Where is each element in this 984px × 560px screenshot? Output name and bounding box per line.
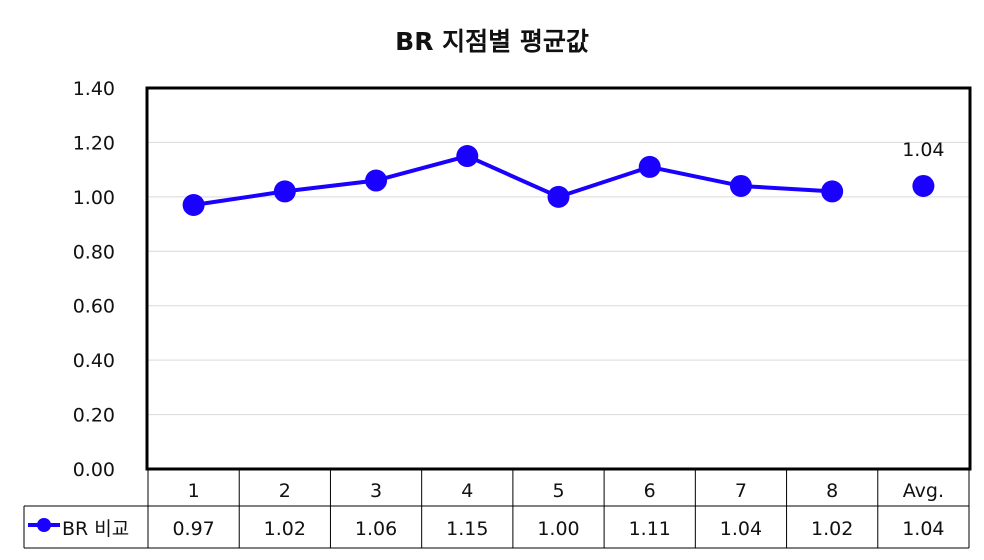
table-value: 1.02	[811, 518, 853, 540]
series-line-group	[193, 154, 833, 207]
y-tick-label: 0.20	[73, 405, 115, 427]
data-point-8	[821, 180, 844, 203]
legend-label: BR 비교	[62, 518, 129, 540]
x-tick-label: 8	[826, 480, 838, 502]
series-line	[193, 154, 833, 207]
y-tick-label: 0.80	[73, 241, 115, 263]
table-value: 1.15	[446, 518, 488, 540]
table-value: 1.04	[902, 518, 944, 540]
y-tick-label: 1.40	[73, 78, 115, 100]
x-tick-label: 5	[552, 480, 564, 502]
data-point-1	[182, 194, 205, 217]
table-value: 1.11	[629, 518, 671, 540]
data-point-Avg.	[912, 174, 935, 197]
table-value: 1.00	[537, 518, 579, 540]
y-axis: 0.00 0.20 0.40 0.60 0.80 1.00 1.20 1.40	[73, 78, 115, 481]
y-tick-label: 0.60	[73, 296, 115, 318]
data-point-7	[729, 174, 752, 197]
y-tick-label: 0.40	[73, 350, 115, 372]
y-tick-label: 0.00	[73, 459, 115, 481]
data-point-3	[365, 169, 388, 192]
table-value: 0.97	[172, 518, 214, 540]
data-point-6	[638, 155, 661, 178]
y-tick-label: 1.20	[73, 132, 115, 154]
data-point-4	[456, 145, 479, 168]
data-point-5	[547, 185, 570, 208]
plot-area-frame	[145, 86, 972, 471]
legend-marker	[37, 518, 51, 532]
x-tick-label: Avg.	[903, 480, 944, 502]
x-tick-label: 4	[461, 480, 473, 502]
y-tick-label: 1.00	[73, 187, 115, 209]
chart-title: BR 지점별 평균값	[395, 27, 589, 56]
data-table: 1 2 3 4 5 6 7 8 Avg. 0.97 1.02 1.06 1.15 1.00 1.11 1.04…	[23, 468, 970, 549]
data-labels: 1.04	[902, 139, 944, 161]
series-markers	[182, 145, 935, 217]
table-value: 1.02	[264, 518, 306, 540]
data-label: 1.04	[902, 139, 944, 161]
table-value: 1.06	[355, 518, 397, 540]
x-tick-label: 1	[188, 480, 200, 502]
data-point-2	[273, 180, 296, 203]
table-value: 1.04	[720, 518, 762, 540]
x-tick-label: 7	[735, 480, 747, 502]
x-tick-label: 3	[370, 480, 382, 502]
x-tick-label: 2	[279, 480, 291, 502]
gridlines	[148, 141, 969, 416]
x-tick-label: 6	[644, 480, 656, 502]
